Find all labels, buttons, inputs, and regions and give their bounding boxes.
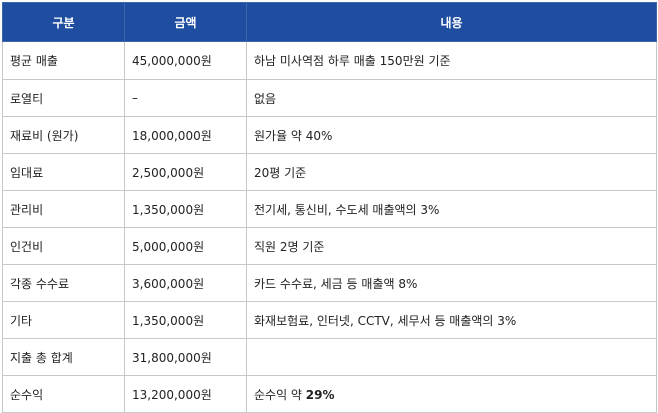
cell-detail [246, 338, 657, 376]
table-row: 각종 수수료 3,600,000원 카드 수수료, 세금 등 매출액 8% [2, 264, 657, 302]
cell-amount: 45,000,000원 [124, 41, 247, 80]
cell-amount: 5,000,000원 [124, 227, 247, 265]
cell-amount: 3,600,000원 [124, 264, 247, 302]
table-row: 기타 1,350,000원 화재보험료, 인터넷, CCTV, 세무서 등 매출… [2, 301, 657, 339]
table-row: 재료비 (원가) 18,000,000원 원가율 약 40% [2, 116, 657, 154]
cell-amount: – [124, 79, 247, 117]
cell-detail: 직원 2명 기준 [246, 227, 657, 265]
cell-category: 평균 매출 [2, 41, 125, 80]
cell-amount: 2,500,000원 [124, 153, 247, 191]
net-profit-rate: 29% [305, 387, 335, 402]
table-row: 평균 매출 45,000,000원 하남 미사역점 하루 매출 150만원 기준 [2, 41, 657, 80]
cell-category: 순수익 [2, 375, 125, 413]
cell-amount: 31,800,000원 [124, 338, 247, 376]
cell-amount: 13,200,000원 [124, 375, 247, 413]
cell-detail: 없음 [246, 79, 657, 117]
cell-category: 관리비 [2, 190, 125, 228]
header-detail: 내용 [246, 2, 657, 42]
table-header: 구분 금액 내용 [2, 2, 657, 42]
cell-amount: 1,350,000원 [124, 301, 247, 339]
header-category: 구분 [2, 2, 125, 42]
cell-category: 재료비 (원가) [2, 116, 125, 154]
header-amount: 금액 [124, 2, 247, 42]
table-row: 순수익 13,200,000원 순수익 약 29% [2, 375, 657, 413]
table-row: 인건비 5,000,000원 직원 2명 기준 [2, 227, 657, 265]
table-row: 지출 총 합계 31,800,000원 [2, 338, 657, 376]
cell-category: 인건비 [2, 227, 125, 265]
header-row: 구분 금액 내용 [2, 2, 657, 42]
cell-detail: 원가율 약 40% [246, 116, 657, 154]
cell-category: 기타 [2, 301, 125, 339]
cell-detail: 20평 기준 [246, 153, 657, 191]
cell-detail: 하남 미사역점 하루 매출 150만원 기준 [246, 41, 657, 80]
net-profit-detail-text: 순수익 약 [254, 387, 306, 402]
cell-detail: 화재보험료, 인터넷, CCTV, 세무서 등 매출액의 3% [246, 301, 657, 339]
table-row: 임대료 2,500,000원 20평 기준 [2, 153, 657, 191]
cell-category: 각종 수수료 [2, 264, 125, 302]
cell-amount: 1,350,000원 [124, 190, 247, 228]
table-body: 평균 매출 45,000,000원 하남 미사역점 하루 매출 150만원 기준… [2, 41, 657, 413]
cell-amount: 18,000,000원 [124, 116, 247, 154]
cell-detail: 전기세, 통신비, 수도세 매출액의 3% [246, 190, 657, 228]
cell-detail: 카드 수수료, 세금 등 매출액 8% [246, 264, 657, 302]
cell-category: 로열티 [2, 79, 125, 117]
cell-detail: 순수익 약 29% [246, 375, 657, 413]
cell-category: 임대료 [2, 153, 125, 191]
table-row: 관리비 1,350,000원 전기세, 통신비, 수도세 매출액의 3% [2, 190, 657, 228]
cell-category: 지출 총 합계 [2, 338, 125, 376]
table-row: 로열티 – 없음 [2, 79, 657, 117]
